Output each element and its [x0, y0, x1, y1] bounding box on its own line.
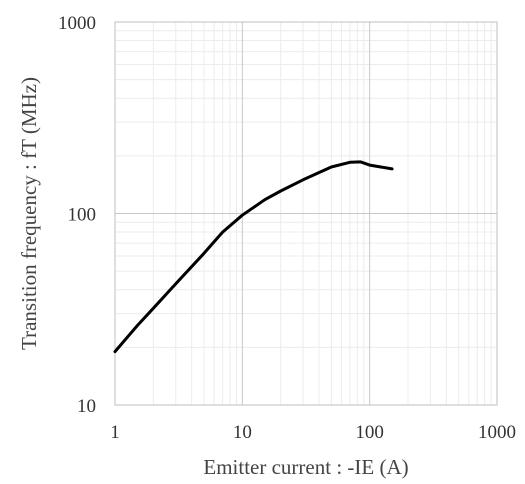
x-tick-label: 100	[355, 422, 384, 443]
y-tick-labels: 10 100 1000	[58, 13, 96, 417]
y-tick-label: 1000	[58, 13, 96, 34]
plot-area-frame	[114, 21, 498, 406]
x-axis-title: Emitter current : -IE (A)	[203, 455, 408, 479]
x-tick-label: 1	[110, 422, 120, 443]
x-tick-label: 10	[233, 422, 252, 443]
y-tick-label: 100	[68, 205, 97, 226]
y-tick-label: 10	[77, 396, 96, 417]
x-tick-labels: 1 10 100 1000	[110, 422, 516, 443]
series-line-0	[113, 160, 394, 354]
series-layer	[113, 160, 394, 354]
y-axis-title: Transition frequency : fT (MHz)	[17, 77, 41, 350]
x-tick-label: 1000	[478, 422, 516, 443]
